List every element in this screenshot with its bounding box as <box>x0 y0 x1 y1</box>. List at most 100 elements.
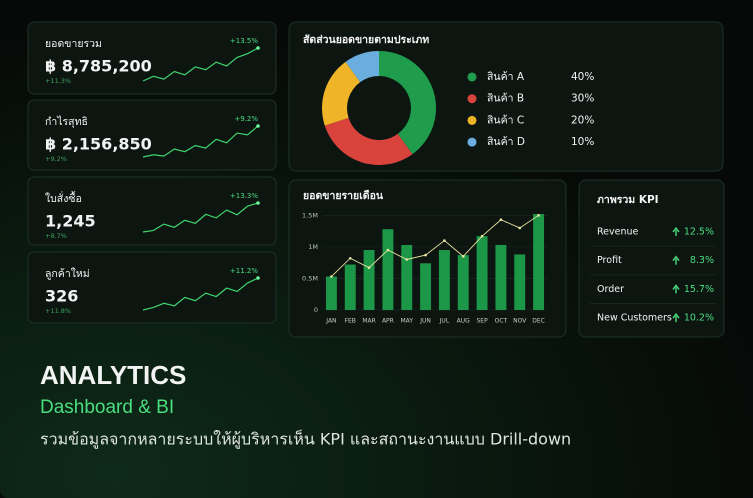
sparkline-end <box>256 276 260 280</box>
donut-slice <box>345 51 379 83</box>
kpi-change-sub: +11.3% <box>45 77 71 85</box>
kpi-change-sub: +11.8% <box>45 307 71 315</box>
line-point <box>405 258 409 261</box>
x-tick-label: JAN <box>325 318 336 325</box>
legend-value: 10% <box>571 136 594 148</box>
kpi-title: ยอดขายรวม <box>45 38 102 50</box>
sparkline-end <box>256 124 260 128</box>
kpi-change: +13.3% <box>230 192 258 200</box>
kpi-change-sub: +9.2% <box>45 155 67 163</box>
y-tick-label: 0 <box>314 306 318 314</box>
legend-dot <box>467 137 477 147</box>
kpi-row-label: New Customers <box>597 313 672 324</box>
legend-dot <box>467 72 477 82</box>
donut-slice <box>379 51 436 155</box>
kpi-value: ฿ 8,785,200 <box>45 57 152 76</box>
line-point <box>499 218 503 222</box>
kpi-value: ฿ 2,156,850 <box>45 135 152 154</box>
kpi-change: +9.2% <box>234 115 258 123</box>
bar <box>457 255 469 310</box>
kpi-title: กำไรสุทธิ <box>45 115 88 128</box>
kpi-row-value: 12.5% <box>684 227 714 238</box>
bar <box>344 264 356 310</box>
up-arrow <box>672 312 680 323</box>
legend-label: สินค้า B <box>487 93 524 105</box>
sparkline <box>142 125 259 158</box>
legend-value: 40% <box>571 71 594 83</box>
up-arrow <box>672 226 680 236</box>
sparkline <box>142 277 259 311</box>
y-tick-label: 0.5M <box>302 274 318 282</box>
kpi-card <box>27 251 277 324</box>
line-point <box>443 239 446 242</box>
kpi-change: +11.2% <box>230 267 258 275</box>
bar <box>363 250 375 310</box>
kpi-table-title: ภาพรวม KPI <box>597 194 659 206</box>
bar <box>514 254 526 310</box>
footer-description: รวมข้อมูลจากหลายระบบให้ผู้บริหารเห็น KPI… <box>40 429 571 450</box>
x-tick-label: NOV <box>513 318 527 325</box>
legend-value: 30% <box>571 93 594 105</box>
sparkline-end <box>256 201 260 205</box>
line-point <box>461 255 465 258</box>
x-tick-label: APR <box>382 318 394 325</box>
line-point <box>348 256 352 260</box>
bar <box>420 263 432 310</box>
line-point <box>367 266 371 270</box>
kpi-panel <box>578 179 725 338</box>
kpi-change: +13.5% <box>230 37 258 45</box>
legend-value: 20% <box>571 114 594 126</box>
line-point <box>537 214 540 217</box>
legend-dot <box>467 94 477 104</box>
kpi-row-label: Revenue <box>597 227 639 238</box>
line-point <box>424 253 427 257</box>
kpi-row-value: 8.3% <box>690 255 714 266</box>
bar <box>533 214 545 310</box>
sparkline <box>142 202 259 233</box>
bar <box>476 236 488 310</box>
bar <box>401 244 413 310</box>
x-tick-label: AUG <box>457 318 470 325</box>
bar <box>382 229 394 310</box>
kpi-title: ใบสั่งซื้อ <box>45 191 82 205</box>
x-tick-label: JUN <box>419 318 431 325</box>
kpi-card <box>27 176 277 246</box>
x-tick-label: DEC <box>532 318 545 325</box>
chart-title: สัดส่วนยอดขายตามประเภท <box>303 34 429 46</box>
line-point <box>518 226 522 230</box>
kpi-row-label: Order <box>597 284 624 295</box>
footer-subtitle: Dashboard & BI <box>40 397 174 418</box>
bar <box>438 250 450 310</box>
legend-label: สินค้า C <box>487 114 524 126</box>
kpi-row-label: Profit <box>597 255 622 266</box>
kpi-card <box>27 99 277 171</box>
donut-slice <box>321 61 361 126</box>
chart-title: ยอดขายรายเดือน <box>303 189 384 202</box>
x-tick-label: FEB <box>345 318 356 325</box>
line <box>331 214 539 277</box>
x-tick-label: MAR <box>362 318 375 325</box>
sparkline <box>142 47 259 82</box>
bar <box>495 244 507 310</box>
line-point <box>480 234 484 238</box>
kpi-title: ลูกค้าใหม่ <box>45 267 90 280</box>
legend-label: สินค้า D <box>487 136 525 148</box>
up-arrow <box>672 284 680 294</box>
x-tick-label: JUL <box>439 318 450 325</box>
bar <box>325 276 337 310</box>
footer-title: ANALYTICS <box>40 360 186 390</box>
sparkline-end <box>256 46 260 50</box>
line-point <box>386 248 390 252</box>
kpi-card <box>27 21 277 95</box>
up-arrow <box>672 255 680 265</box>
kpi-value: 326 <box>45 287 78 306</box>
legend-dot <box>467 115 477 125</box>
kpi-value: 1,245 <box>45 212 96 231</box>
kpi-change-sub: +8.7% <box>45 232 67 240</box>
y-tick-label: 1.5M <box>302 211 318 219</box>
x-tick-label: SEP <box>476 318 488 325</box>
y-tick-label: 1M <box>308 243 318 251</box>
kpi-row-value: 10.2% <box>684 313 714 324</box>
